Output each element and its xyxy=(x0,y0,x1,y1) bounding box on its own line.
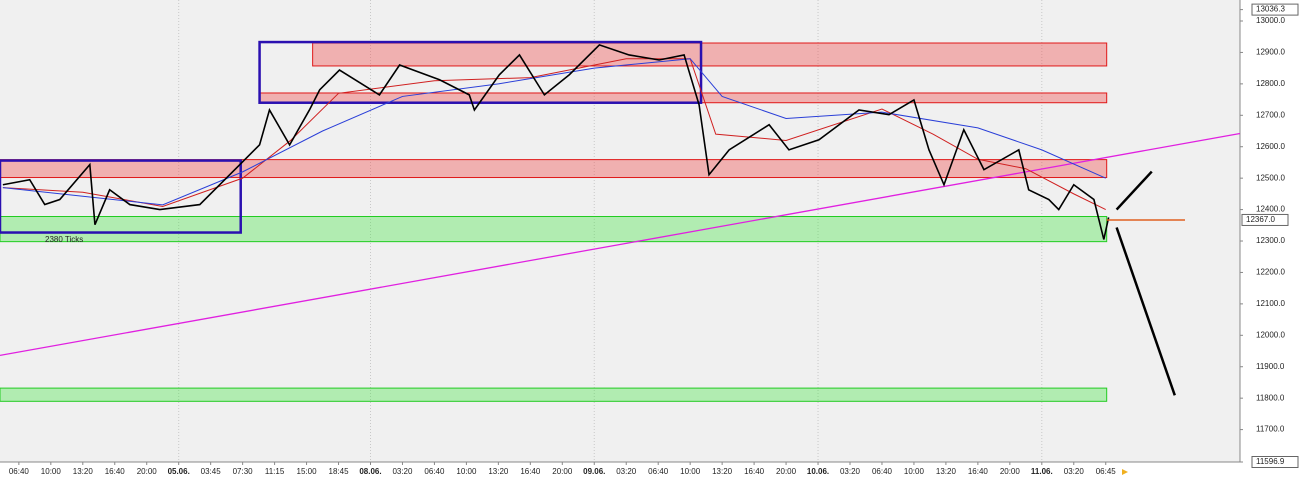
x-tick-label: 06:45 xyxy=(1096,467,1117,476)
y-tick-label: 12200.0 xyxy=(1256,268,1285,277)
x-tick-label: 18:45 xyxy=(329,467,350,476)
y-tick-label: 12000.0 xyxy=(1256,330,1285,339)
x-tick-label: 10:00 xyxy=(904,467,925,476)
y-tick-label: 12900.0 xyxy=(1256,48,1285,57)
scroll-icon xyxy=(1122,469,1128,475)
y-tick-label: 13036.3 xyxy=(1256,5,1285,14)
plot-area xyxy=(0,0,1240,462)
zone xyxy=(312,42,1108,67)
y-tick-label: 12300.0 xyxy=(1256,236,1285,245)
y-axis-area xyxy=(1240,0,1300,479)
y-tick-label: 12100.0 xyxy=(1256,299,1285,308)
x-tick-label: 15:00 xyxy=(297,467,318,476)
y-tick-label: 11900.0 xyxy=(1256,362,1285,371)
x-tick-label: 13:20 xyxy=(936,467,957,476)
series-line xyxy=(2,43,1110,240)
x-tick-label: 13:20 xyxy=(73,467,94,476)
y-edge-label-box xyxy=(1251,3,1299,16)
x-tick-label: 16:40 xyxy=(744,467,765,476)
y-tick-label: 12800.0 xyxy=(1256,79,1285,88)
x-tick-label: 06:40 xyxy=(872,467,893,476)
zone xyxy=(0,159,1108,179)
series-line xyxy=(2,58,1106,211)
x-tick-label: 10:00 xyxy=(456,467,477,476)
trend-line xyxy=(1115,227,1176,396)
x-tick-label: 03:20 xyxy=(840,467,861,476)
x-tick-label: 13:20 xyxy=(488,467,509,476)
last-price-label: 12367.0 xyxy=(1246,215,1275,224)
y-tick-label: 12500.0 xyxy=(1256,173,1285,182)
trend-line xyxy=(1115,170,1153,211)
zone xyxy=(259,92,1108,104)
zone xyxy=(0,216,1108,243)
x-tick-label: 11:15 xyxy=(265,467,285,476)
x-tick-label: 08.06. xyxy=(359,467,381,476)
x-tick-label: 20:00 xyxy=(552,467,573,476)
y-tick-label: 13000.0 xyxy=(1256,16,1285,25)
y-tick-label: 12700.0 xyxy=(1256,110,1285,119)
x-tick-label: 20:00 xyxy=(137,467,158,476)
series-line xyxy=(2,58,1106,206)
x-tick-label: 20:00 xyxy=(776,467,797,476)
x-tick-label: 16:40 xyxy=(968,467,989,476)
x-tick-label: 10:00 xyxy=(680,467,701,476)
x-tick-label: 20:00 xyxy=(1000,467,1021,476)
last-price-box xyxy=(1241,213,1289,226)
x-tick-label: 03:20 xyxy=(616,467,637,476)
x-tick-label: 06:40 xyxy=(9,467,30,476)
x-tick-label: 11.06. xyxy=(1031,467,1053,476)
x-tick-label: 07:30 xyxy=(233,467,254,476)
x-tick-label: 06:40 xyxy=(424,467,445,476)
trend-line xyxy=(0,132,1241,357)
x-tick-label: 09.06. xyxy=(583,467,605,476)
x-tick-label: 03:20 xyxy=(1064,467,1085,476)
x-tick-label: 16:40 xyxy=(105,467,126,476)
y-tick-label: 12600.0 xyxy=(1256,142,1285,151)
x-tick-label: 03:45 xyxy=(201,467,222,476)
zone xyxy=(0,387,1108,402)
annotation: 2380 Ticks xyxy=(45,235,83,244)
x-tick-label: 05.06. xyxy=(168,467,190,476)
y-edge-label-box xyxy=(1251,456,1299,468)
x-tick-label: 10:00 xyxy=(41,467,62,476)
y-tick-label: 11800.0 xyxy=(1256,393,1285,402)
zone xyxy=(0,159,242,234)
y-tick-label: 11596.9 xyxy=(1256,457,1285,466)
x-tick-label: 03:20 xyxy=(392,467,413,476)
x-tick-label: 16:40 xyxy=(520,467,541,476)
x-tick-label: 10.06. xyxy=(807,467,829,476)
x-tick-label: 13:20 xyxy=(712,467,733,476)
y-tick-label: 12400.0 xyxy=(1256,205,1285,214)
y-tick-label: 11700.0 xyxy=(1256,425,1285,434)
x-tick-label: 06:40 xyxy=(648,467,669,476)
